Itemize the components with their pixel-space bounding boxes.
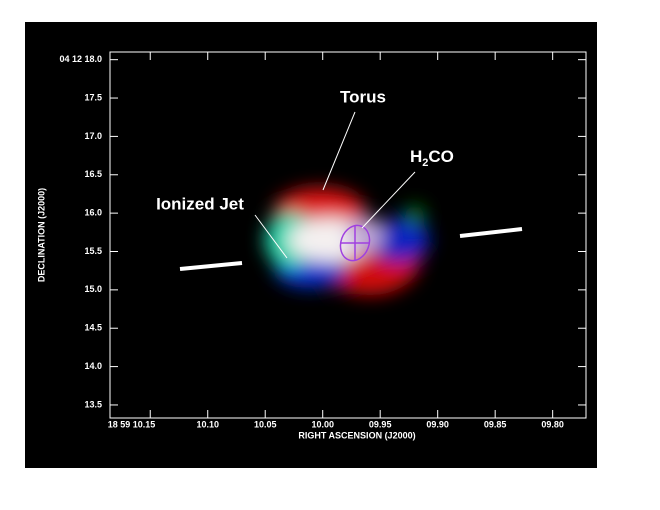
- y-tick-label: 13.5: [84, 399, 102, 409]
- y-tick-label: 17.0: [84, 131, 102, 141]
- y-tick-label: 17.5: [84, 92, 102, 102]
- pointers: [254, 111, 416, 259]
- beam: [339, 224, 371, 262]
- x-tick-label: 09.90: [426, 419, 449, 429]
- x-tick-label: 09.80: [541, 419, 564, 429]
- x-tick-label: 18 59 10.15: [108, 419, 156, 429]
- plot-border: [109, 51, 587, 419]
- x-axis-label: RIGHT ASCENSION (J2000): [298, 430, 415, 440]
- annotation: Ionized Jet: [156, 194, 244, 213]
- y-tick-label: 15.0: [84, 284, 102, 294]
- y-tick-label: 16.5: [84, 169, 102, 179]
- y-tick-label: 14.5: [84, 323, 102, 333]
- x-tick-label: 09.95: [369, 419, 392, 429]
- x-tick-label: 09.85: [484, 419, 507, 429]
- annotation-part: 2: [422, 157, 428, 169]
- annotation-part: H: [410, 147, 422, 166]
- x-tick-label: 10.10: [196, 419, 219, 429]
- y-axis-label: DECLINATION (J2000): [36, 188, 46, 282]
- y-tick-label: 15.5: [84, 246, 102, 256]
- annotation-part: CO: [428, 147, 454, 166]
- x-tick-label: 10.05: [254, 419, 277, 429]
- jet-bars: [179, 227, 523, 271]
- annotation: Torus: [340, 87, 386, 106]
- y-tick-label: 16.0: [84, 208, 102, 218]
- x-tick-label: 10.00: [311, 419, 334, 429]
- emission: [265, 188, 430, 295]
- y-tick-label: 14.0: [84, 361, 102, 371]
- y-tick-label: 04 12 18.0: [59, 54, 102, 64]
- annotation: H2CO: [410, 147, 454, 168]
